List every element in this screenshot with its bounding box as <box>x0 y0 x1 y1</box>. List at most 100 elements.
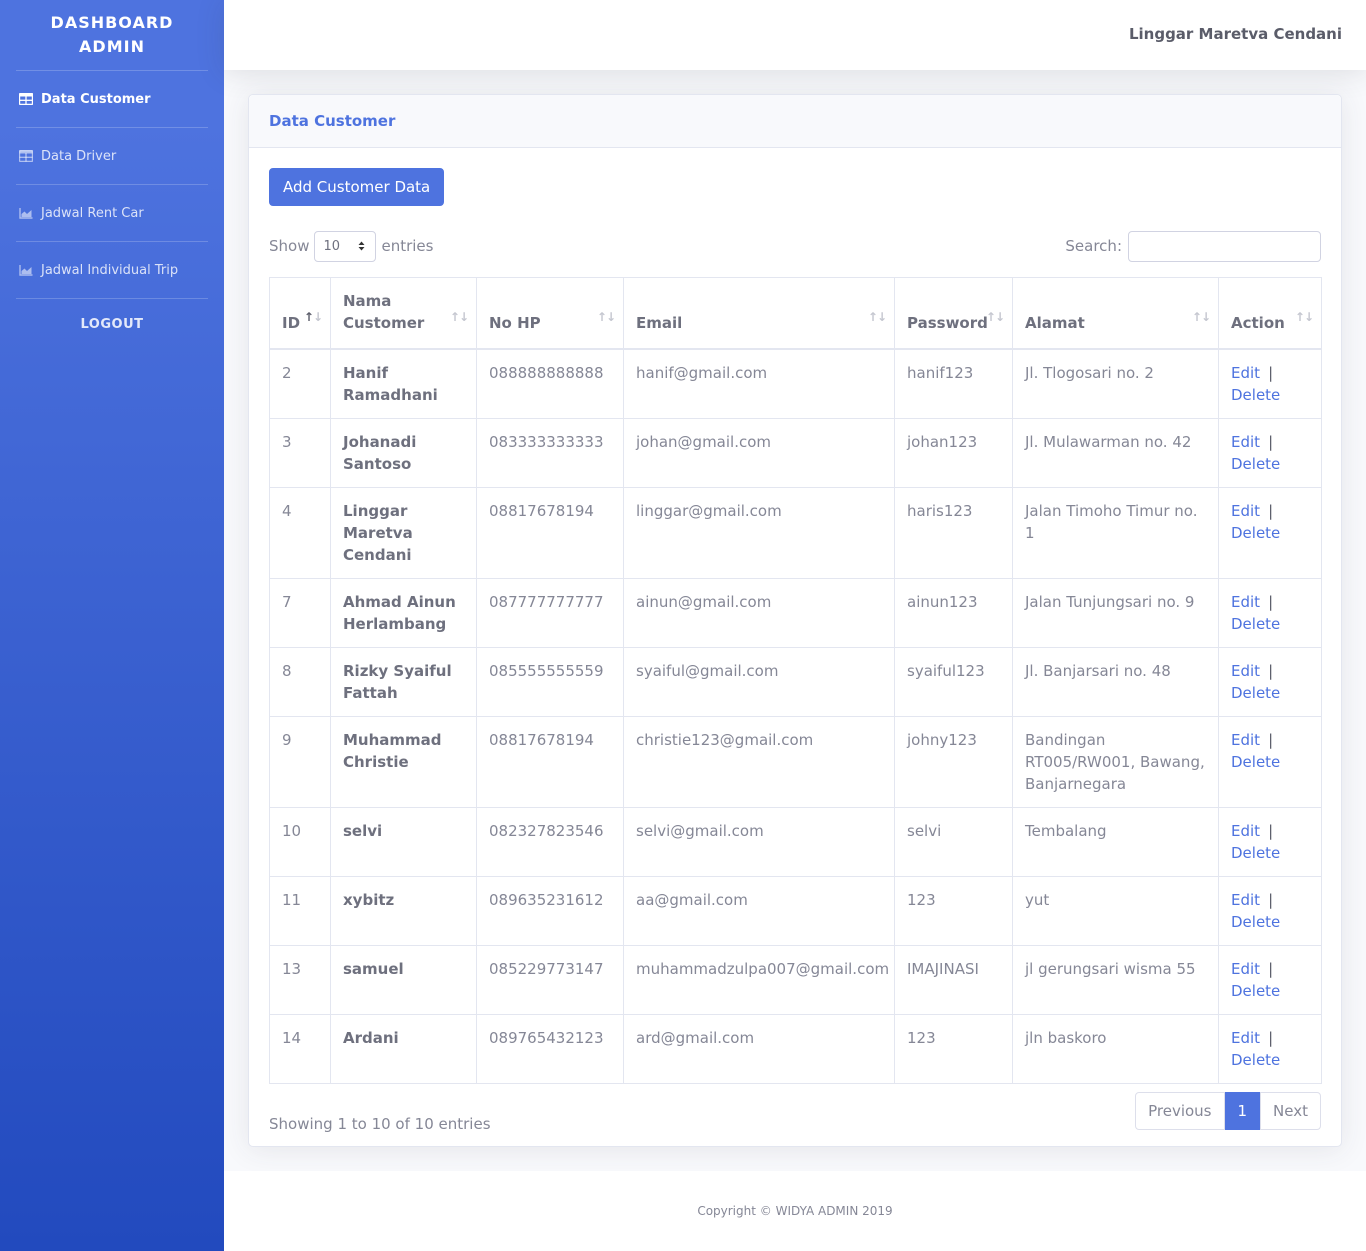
copyright-text: Copyright © WIDYA ADMIN 2019 <box>697 1204 893 1218</box>
cell-alamat: Jl. Tlogosari no. 2 <box>1012 348 1219 419</box>
sidebar-brand[interactable]: DASHBOARD ADMIN <box>0 0 224 70</box>
sort-icon: ↑↓ <box>1294 309 1314 324</box>
search-input[interactable] <box>1128 230 1321 262</box>
delete-link[interactable]: Delete <box>1231 385 1281 404</box>
chart-area-icon <box>18 205 34 221</box>
page-length-value: 10 <box>323 238 341 254</box>
delete-link[interactable]: Delete <box>1231 1050 1281 1069</box>
logout-link[interactable]: LOGOUT <box>80 316 144 332</box>
table-row: 7 Ahmad Ainun Herlambang 087777777777 ainun… <box>269 577 1322 648</box>
pagination: Previous 1 Next <box>1135 1091 1321 1130</box>
edit-link[interactable]: Edit <box>1231 821 1261 840</box>
next-page-button[interactable]: Next <box>1260 1091 1321 1130</box>
cell-password: selvi <box>894 806 1013 877</box>
cell-no-hp: 088888888888 <box>476 348 624 419</box>
cell-id: 14 <box>269 1013 331 1084</box>
cell-nama-customer: selvi <box>330 806 477 877</box>
cell-id: 13 <box>269 944 331 1015</box>
delete-link[interactable]: Delete <box>1231 454 1281 473</box>
sidebar-item-jadwal-rent-car[interactable]: Jadwal Rent Car <box>0 185 224 241</box>
cell-action: Edit | Delete <box>1218 715 1322 808</box>
delete-link[interactable]: Delete <box>1231 981 1281 1000</box>
column-header-id[interactable]: ID ↑↓ <box>269 277 331 350</box>
table-row: 11 xybitz 089635231612 aa@gmail.com 123 yut Ed… <box>269 875 1322 946</box>
delete-link[interactable]: Delete <box>1231 523 1281 542</box>
user-name[interactable]: Linggar Maretva Cendani <box>1128 25 1342 43</box>
table-row: 14 Ardani 089765432123 ard@gmail.com 123 jln … <box>269 1013 1322 1084</box>
cell-email: syaiful@gmail.com <box>623 646 895 717</box>
cell-action: Edit | Delete <box>1218 646 1322 717</box>
cell-nama-customer: xybitz <box>330 875 477 946</box>
cell-no-hp: 08817678194 <box>476 486 624 579</box>
edit-link[interactable]: Edit <box>1231 501 1261 520</box>
sidebar-divider <box>16 184 208 185</box>
cell-alamat: Bandingan RT005/RW001, Bawang, Banjarneg… <box>1012 715 1219 808</box>
cell-email: ard@gmail.com <box>623 1013 895 1084</box>
column-header-nama-customer[interactable]: Nama Customer ↑↓ <box>330 277 477 350</box>
table-row: 3 Johanadi Santoso 083333333333 johan@gmail… <box>269 417 1322 488</box>
sidebar-item-label: Data Driver <box>41 148 117 164</box>
delete-link[interactable]: Delete <box>1231 843 1281 862</box>
delete-link[interactable]: Delete <box>1231 752 1281 771</box>
delete-link[interactable]: Delete <box>1231 614 1281 633</box>
cell-password: IMAJINASI <box>894 944 1013 1015</box>
edit-link[interactable]: Edit <box>1231 432 1261 451</box>
sidebar-item-data-customer[interactable]: Data Customer <box>0 71 224 127</box>
table-row: 13 samuel 085229773147 muhammadzulpa007@gma… <box>269 944 1322 1015</box>
cell-no-hp: 085555555559 <box>476 646 624 717</box>
cell-no-hp: 085229773147 <box>476 944 624 1015</box>
column-header-password[interactable]: Password ↑↓ <box>894 277 1013 350</box>
add-customer-button[interactable]: Add Customer Data <box>269 168 445 206</box>
column-header-no-hp[interactable]: No HP ↑↓ <box>476 277 624 350</box>
cell-action: Edit | Delete <box>1218 577 1322 648</box>
edit-link[interactable]: Edit <box>1231 959 1261 978</box>
brand-line-1: DASHBOARD <box>50 13 174 32</box>
cell-no-hp: 089635231612 <box>476 875 624 946</box>
edit-link[interactable]: Edit <box>1231 592 1261 611</box>
cell-id: 11 <box>269 875 331 946</box>
page-1-button[interactable]: 1 <box>1224 1091 1261 1130</box>
page-length-select[interactable]: 10 <box>314 230 377 262</box>
sidebar-item-data-driver[interactable]: Data Driver <box>0 128 224 184</box>
sidebar-item-label: Jadwal Rent Car <box>41 205 144 221</box>
cell-id: 7 <box>269 577 331 648</box>
customer-table: ID ↑↓ Nama Customer ↑↓ No HP ↑↓ Email ↑↓ Pas… <box>269 277 1322 1084</box>
edit-link[interactable]: Edit <box>1231 730 1261 749</box>
cell-action: Edit | Delete <box>1218 486 1322 579</box>
cell-no-hp: 089765432123 <box>476 1013 624 1084</box>
edit-link[interactable]: Edit <box>1231 363 1261 382</box>
cell-id: 4 <box>269 486 331 579</box>
column-header-action[interactable]: Action ↑↓ <box>1218 277 1322 350</box>
cell-alamat: jl gerungsari wisma 55 <box>1012 944 1219 1015</box>
cell-email: hanif@gmail.com <box>623 348 895 419</box>
cell-password: 123 <box>894 875 1013 946</box>
edit-link[interactable]: Edit <box>1231 890 1261 909</box>
cell-alamat: Jl. Banjarsari no. 48 <box>1012 646 1219 717</box>
search-label: Search: <box>1065 237 1122 255</box>
cell-nama-customer: Rizky Syaiful Fattah <box>330 646 477 717</box>
cell-email: linggar@gmail.com <box>623 486 895 579</box>
sidebar-item-label: Jadwal Individual Trip <box>41 262 179 278</box>
sidebar-divider <box>16 241 208 242</box>
column-header-alamat[interactable]: Alamat ↑↓ <box>1012 277 1219 350</box>
card-body: Add Customer Data Show 10 entries Search… <box>249 148 1341 1133</box>
delete-link[interactable]: Delete <box>1231 912 1281 931</box>
column-header-email[interactable]: Email ↑↓ <box>623 277 895 350</box>
entries-label: entries <box>381 237 434 255</box>
cell-nama-customer: Ahmad Ainun Herlambang <box>330 577 477 648</box>
cell-action: Edit | Delete <box>1218 806 1322 877</box>
cell-alamat: Jl. Mulawarman no. 42 <box>1012 417 1219 488</box>
cell-email: aa@gmail.com <box>623 875 895 946</box>
edit-link[interactable]: Edit <box>1231 1028 1261 1047</box>
cell-email: christie123@gmail.com <box>623 715 895 808</box>
sidebar-item-jadwal-individual-trip[interactable]: Jadwal Individual Trip <box>0 242 224 298</box>
cell-email: ainun@gmail.com <box>623 577 895 648</box>
edit-link[interactable]: Edit <box>1231 661 1261 680</box>
table-header-row: ID ↑↓ Nama Customer ↑↓ No HP ↑↓ Email ↑↓ Pas… <box>269 277 1322 350</box>
cell-email: selvi@gmail.com <box>623 806 895 877</box>
sort-icon: ↑↓ <box>449 309 469 324</box>
previous-page-button[interactable]: Previous <box>1135 1091 1225 1130</box>
action-separator: | <box>1268 592 1274 611</box>
delete-link[interactable]: Delete <box>1231 683 1281 702</box>
sort-updown-icon <box>358 241 365 251</box>
